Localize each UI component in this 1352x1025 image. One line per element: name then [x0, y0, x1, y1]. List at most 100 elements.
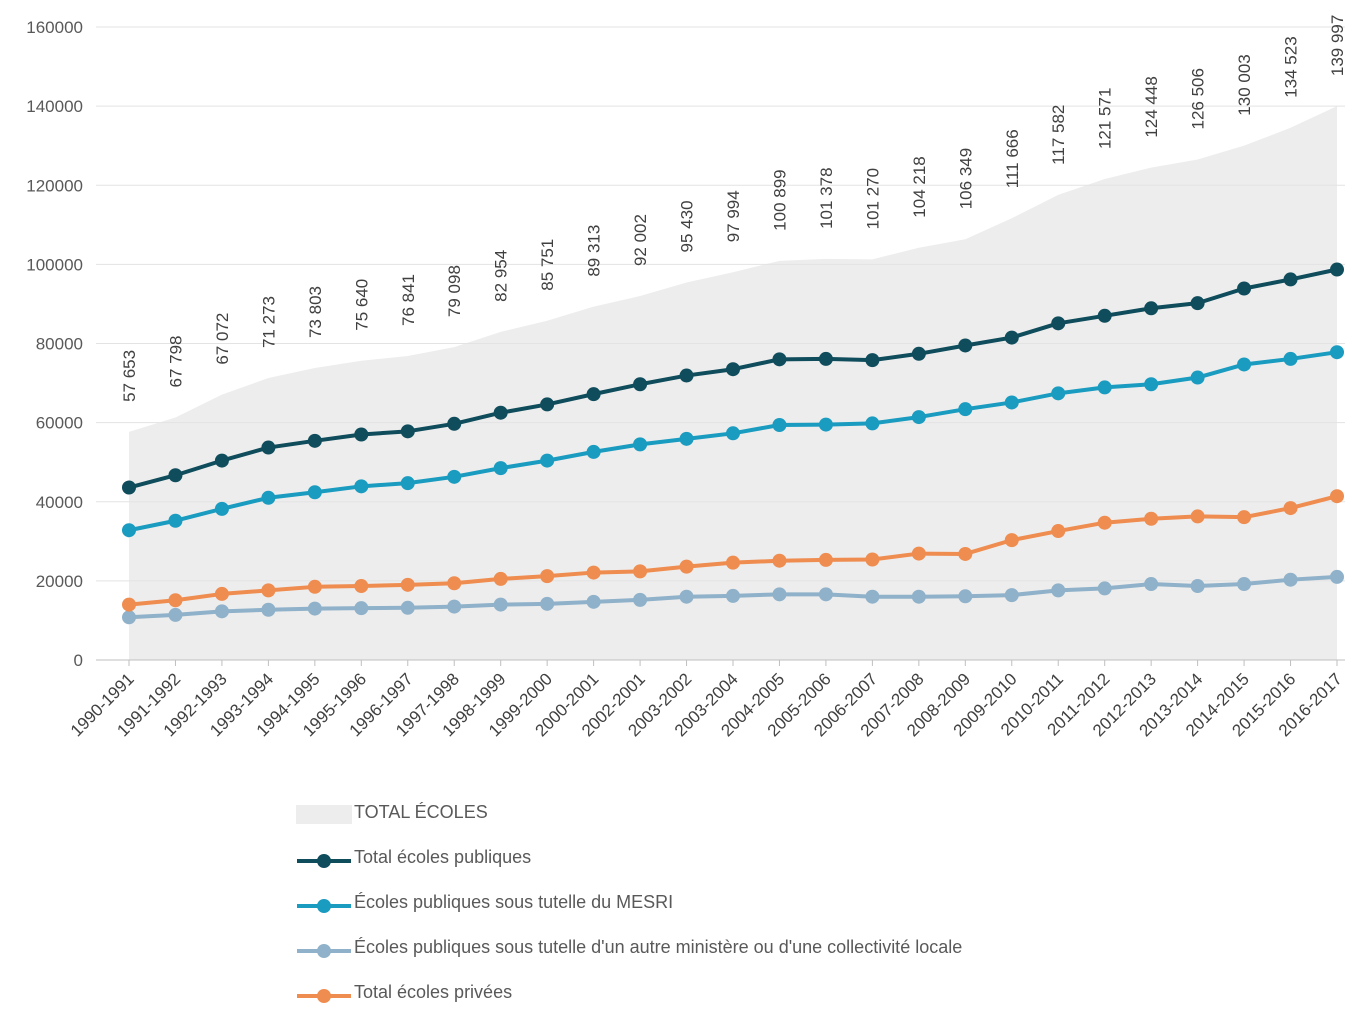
series-point [818, 552, 833, 567]
series-point [354, 479, 369, 494]
data-label-total: 111 666 [1003, 129, 1022, 188]
series-point [726, 362, 740, 377]
y-tick-label: 120000 [26, 176, 83, 195]
series-point [633, 592, 648, 607]
series-point [307, 579, 322, 594]
series-point [1283, 572, 1298, 587]
series-3 [122, 489, 1344, 612]
series-point [818, 417, 833, 432]
series-point [447, 576, 462, 591]
data-label-total: 92 002 [631, 214, 650, 266]
series-point [1144, 577, 1159, 592]
legend-label-series-0: Total écoles publiques [354, 847, 532, 867]
series-point [1283, 272, 1298, 287]
y-tick-label: 80000 [36, 335, 83, 354]
data-label-total: 130 003 [1235, 54, 1254, 115]
legend-swatch-series-0 [297, 854, 351, 868]
series-point [214, 604, 229, 619]
series-point [1004, 330, 1019, 345]
data-label-total: 67 072 [213, 313, 232, 365]
series-point [1004, 588, 1019, 603]
data-label-total: 67 798 [166, 335, 185, 387]
y-tick-label: 160000 [26, 18, 83, 37]
series-point [1051, 583, 1066, 598]
series-point [772, 352, 787, 367]
series-point [1330, 262, 1344, 277]
data-label-total: 75 640 [352, 279, 371, 331]
legend-swatch-series-1 [297, 899, 351, 913]
series-point [1190, 370, 1205, 385]
series-point [586, 387, 601, 402]
series-point [1237, 510, 1252, 525]
series-point [911, 346, 926, 361]
series-point [726, 426, 740, 441]
series-point [122, 597, 136, 612]
data-label-total: 106 349 [956, 148, 975, 209]
series-point [1190, 509, 1205, 524]
data-label-total: 89 313 [585, 225, 604, 277]
series-point [1330, 489, 1344, 504]
series-point [679, 368, 694, 383]
series-point [447, 416, 462, 431]
data-label-total: 139 997 [1328, 15, 1347, 76]
series-point [958, 589, 973, 604]
chart-plot: 0 20000 40000 60000 80000 100000 120000 140000 1… [26, 15, 1347, 741]
series-point [772, 417, 787, 432]
legend-swatch-total-ecoles [296, 805, 352, 824]
series-point [168, 607, 183, 622]
y-tick-label: 60000 [36, 414, 83, 433]
series-point [633, 564, 648, 579]
series-point [679, 589, 694, 604]
series-point [958, 546, 973, 561]
series-point [1144, 511, 1159, 526]
series-point [540, 569, 555, 584]
series-point [1097, 515, 1112, 530]
series-point [865, 552, 880, 567]
series-point [493, 571, 508, 586]
series-point [354, 427, 369, 442]
series-point [1237, 577, 1252, 592]
series-point [493, 405, 508, 420]
series-point [1330, 569, 1344, 584]
data-label-total: 79 098 [445, 265, 464, 317]
data-label-total: 82 954 [492, 250, 511, 302]
series-point [679, 431, 694, 446]
series-point [586, 565, 601, 580]
series-1 [122, 345, 1344, 538]
series-point [447, 599, 462, 614]
legend-label-series-3: Total écoles privées [354, 982, 513, 1002]
series-2 [122, 569, 1344, 625]
series-point [493, 597, 508, 612]
y-tick-label: 140000 [26, 97, 83, 116]
series-point [818, 351, 833, 366]
series-point [911, 589, 926, 604]
series-point [772, 553, 787, 568]
series-point [633, 437, 648, 452]
series-point [911, 410, 926, 425]
y-tick-label: 100000 [26, 255, 83, 274]
series-point [586, 594, 601, 609]
data-label-total: 101 270 [863, 168, 882, 229]
series-point [261, 490, 276, 505]
legend-label-series-2: Écoles publiques sous tutelle d'un autre… [354, 937, 963, 957]
y-tick-label: 20000 [36, 572, 83, 591]
series-point [400, 577, 415, 592]
series-point [261, 583, 276, 598]
series-point [1330, 345, 1344, 360]
series-point [1051, 524, 1066, 539]
data-label-total: 57 653 [120, 350, 139, 402]
series-point [1237, 281, 1252, 296]
series-point [1283, 351, 1298, 366]
series-point [1237, 357, 1252, 372]
series-point [168, 593, 183, 608]
series-point [1097, 380, 1112, 395]
series-point [400, 424, 415, 439]
series-point [261, 602, 276, 617]
data-label-total: 126 506 [1189, 68, 1208, 129]
series-point [540, 453, 555, 468]
data-label-total: 73 803 [306, 286, 325, 338]
series-point [679, 559, 694, 574]
series-point [586, 444, 601, 459]
data-label-total: 124 448 [1142, 76, 1161, 137]
series-point [818, 587, 833, 602]
